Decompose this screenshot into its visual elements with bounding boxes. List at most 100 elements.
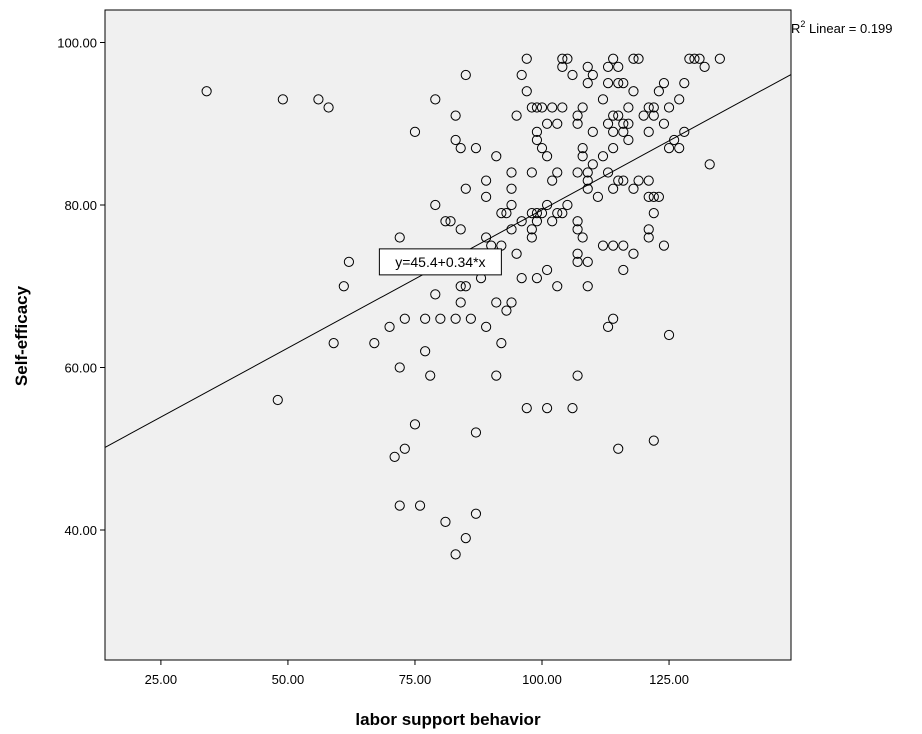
data-point <box>450 110 461 121</box>
plot-area <box>104 9 792 661</box>
data-point <box>653 191 664 202</box>
data-point <box>506 224 517 235</box>
x-tick-label: 25.00 <box>145 672 178 687</box>
x-tick-label: 75.00 <box>399 672 432 687</box>
data-point <box>531 102 543 113</box>
data-point <box>541 264 553 276</box>
data-point <box>521 86 532 97</box>
data-point <box>587 159 598 170</box>
data-point <box>460 281 471 292</box>
data-point <box>328 338 339 349</box>
data-point <box>648 435 659 446</box>
data-point <box>455 143 466 154</box>
data-point <box>521 53 532 64</box>
data-point <box>572 216 583 227</box>
data-point <box>572 224 583 235</box>
y-tick-label: 80.00 <box>64 198 97 213</box>
data-point <box>663 329 675 341</box>
data-point <box>491 370 502 381</box>
data-point <box>277 94 288 105</box>
data-point <box>613 78 624 89</box>
data-point <box>582 78 593 89</box>
data-point <box>618 175 629 186</box>
x-tick-label: 100.00 <box>522 672 562 687</box>
data-point <box>562 53 573 64</box>
data-point <box>577 102 588 113</box>
data-point <box>699 61 710 72</box>
data-point <box>481 321 492 332</box>
data-point <box>491 151 502 162</box>
data-point <box>608 126 619 137</box>
data-point <box>577 151 588 162</box>
data-point <box>608 143 619 154</box>
x-tick-label: 50.00 <box>272 672 305 687</box>
data-point <box>623 102 634 113</box>
data-point <box>547 216 558 227</box>
data-point <box>648 102 659 113</box>
data-point <box>623 134 634 146</box>
data-point <box>430 289 441 300</box>
data-point <box>582 256 593 267</box>
data-point <box>536 102 548 113</box>
data-point <box>592 191 604 202</box>
data-point <box>658 240 670 251</box>
data-point <box>618 118 629 129</box>
data-point <box>481 175 492 186</box>
data-point <box>572 248 583 259</box>
data-point <box>633 175 644 186</box>
data-point <box>572 110 583 121</box>
data-point <box>567 403 578 414</box>
data-point <box>481 232 492 243</box>
data-point <box>582 167 593 178</box>
data-point <box>557 53 568 64</box>
data-point <box>679 78 690 89</box>
data-point <box>521 403 532 414</box>
data-point <box>582 183 593 194</box>
data-point <box>430 199 441 211</box>
data-point <box>435 313 446 324</box>
data-point <box>602 78 614 89</box>
data-point <box>516 69 527 81</box>
data-point <box>643 126 654 137</box>
data-point <box>384 321 395 332</box>
data-point <box>470 427 482 438</box>
data-point <box>536 143 548 154</box>
data-point <box>450 313 461 324</box>
data-point <box>597 240 609 251</box>
data-point <box>613 175 624 186</box>
data-point <box>470 143 482 154</box>
data-point <box>572 118 583 129</box>
data-point <box>516 216 527 227</box>
equation-label: y=45.4+0.34*x <box>395 254 485 270</box>
data-point <box>582 175 593 186</box>
data-point <box>526 102 537 113</box>
data-point <box>455 224 466 235</box>
data-point <box>623 118 634 129</box>
data-point <box>501 305 512 316</box>
data-point <box>201 86 212 97</box>
data-point <box>704 159 715 170</box>
data-point <box>389 451 400 462</box>
data-point <box>531 273 543 284</box>
y-axis-title: Self-efficacy <box>12 285 31 386</box>
data-point <box>628 248 639 259</box>
data-point <box>557 61 568 72</box>
data-point <box>414 500 426 511</box>
data-point <box>663 102 675 113</box>
data-point <box>440 216 451 227</box>
data-point <box>557 208 568 219</box>
data-point <box>526 167 537 178</box>
data-point <box>541 403 553 414</box>
data-point <box>338 281 349 292</box>
data-point <box>541 151 553 162</box>
data-point <box>643 102 654 113</box>
data-point <box>694 53 705 64</box>
data-point <box>648 208 659 219</box>
data-point <box>409 419 421 430</box>
data-point <box>531 134 543 146</box>
data-point <box>323 102 334 113</box>
data-point <box>618 126 629 137</box>
data-point <box>541 199 553 211</box>
data-point <box>506 183 517 194</box>
data-point <box>547 102 558 113</box>
